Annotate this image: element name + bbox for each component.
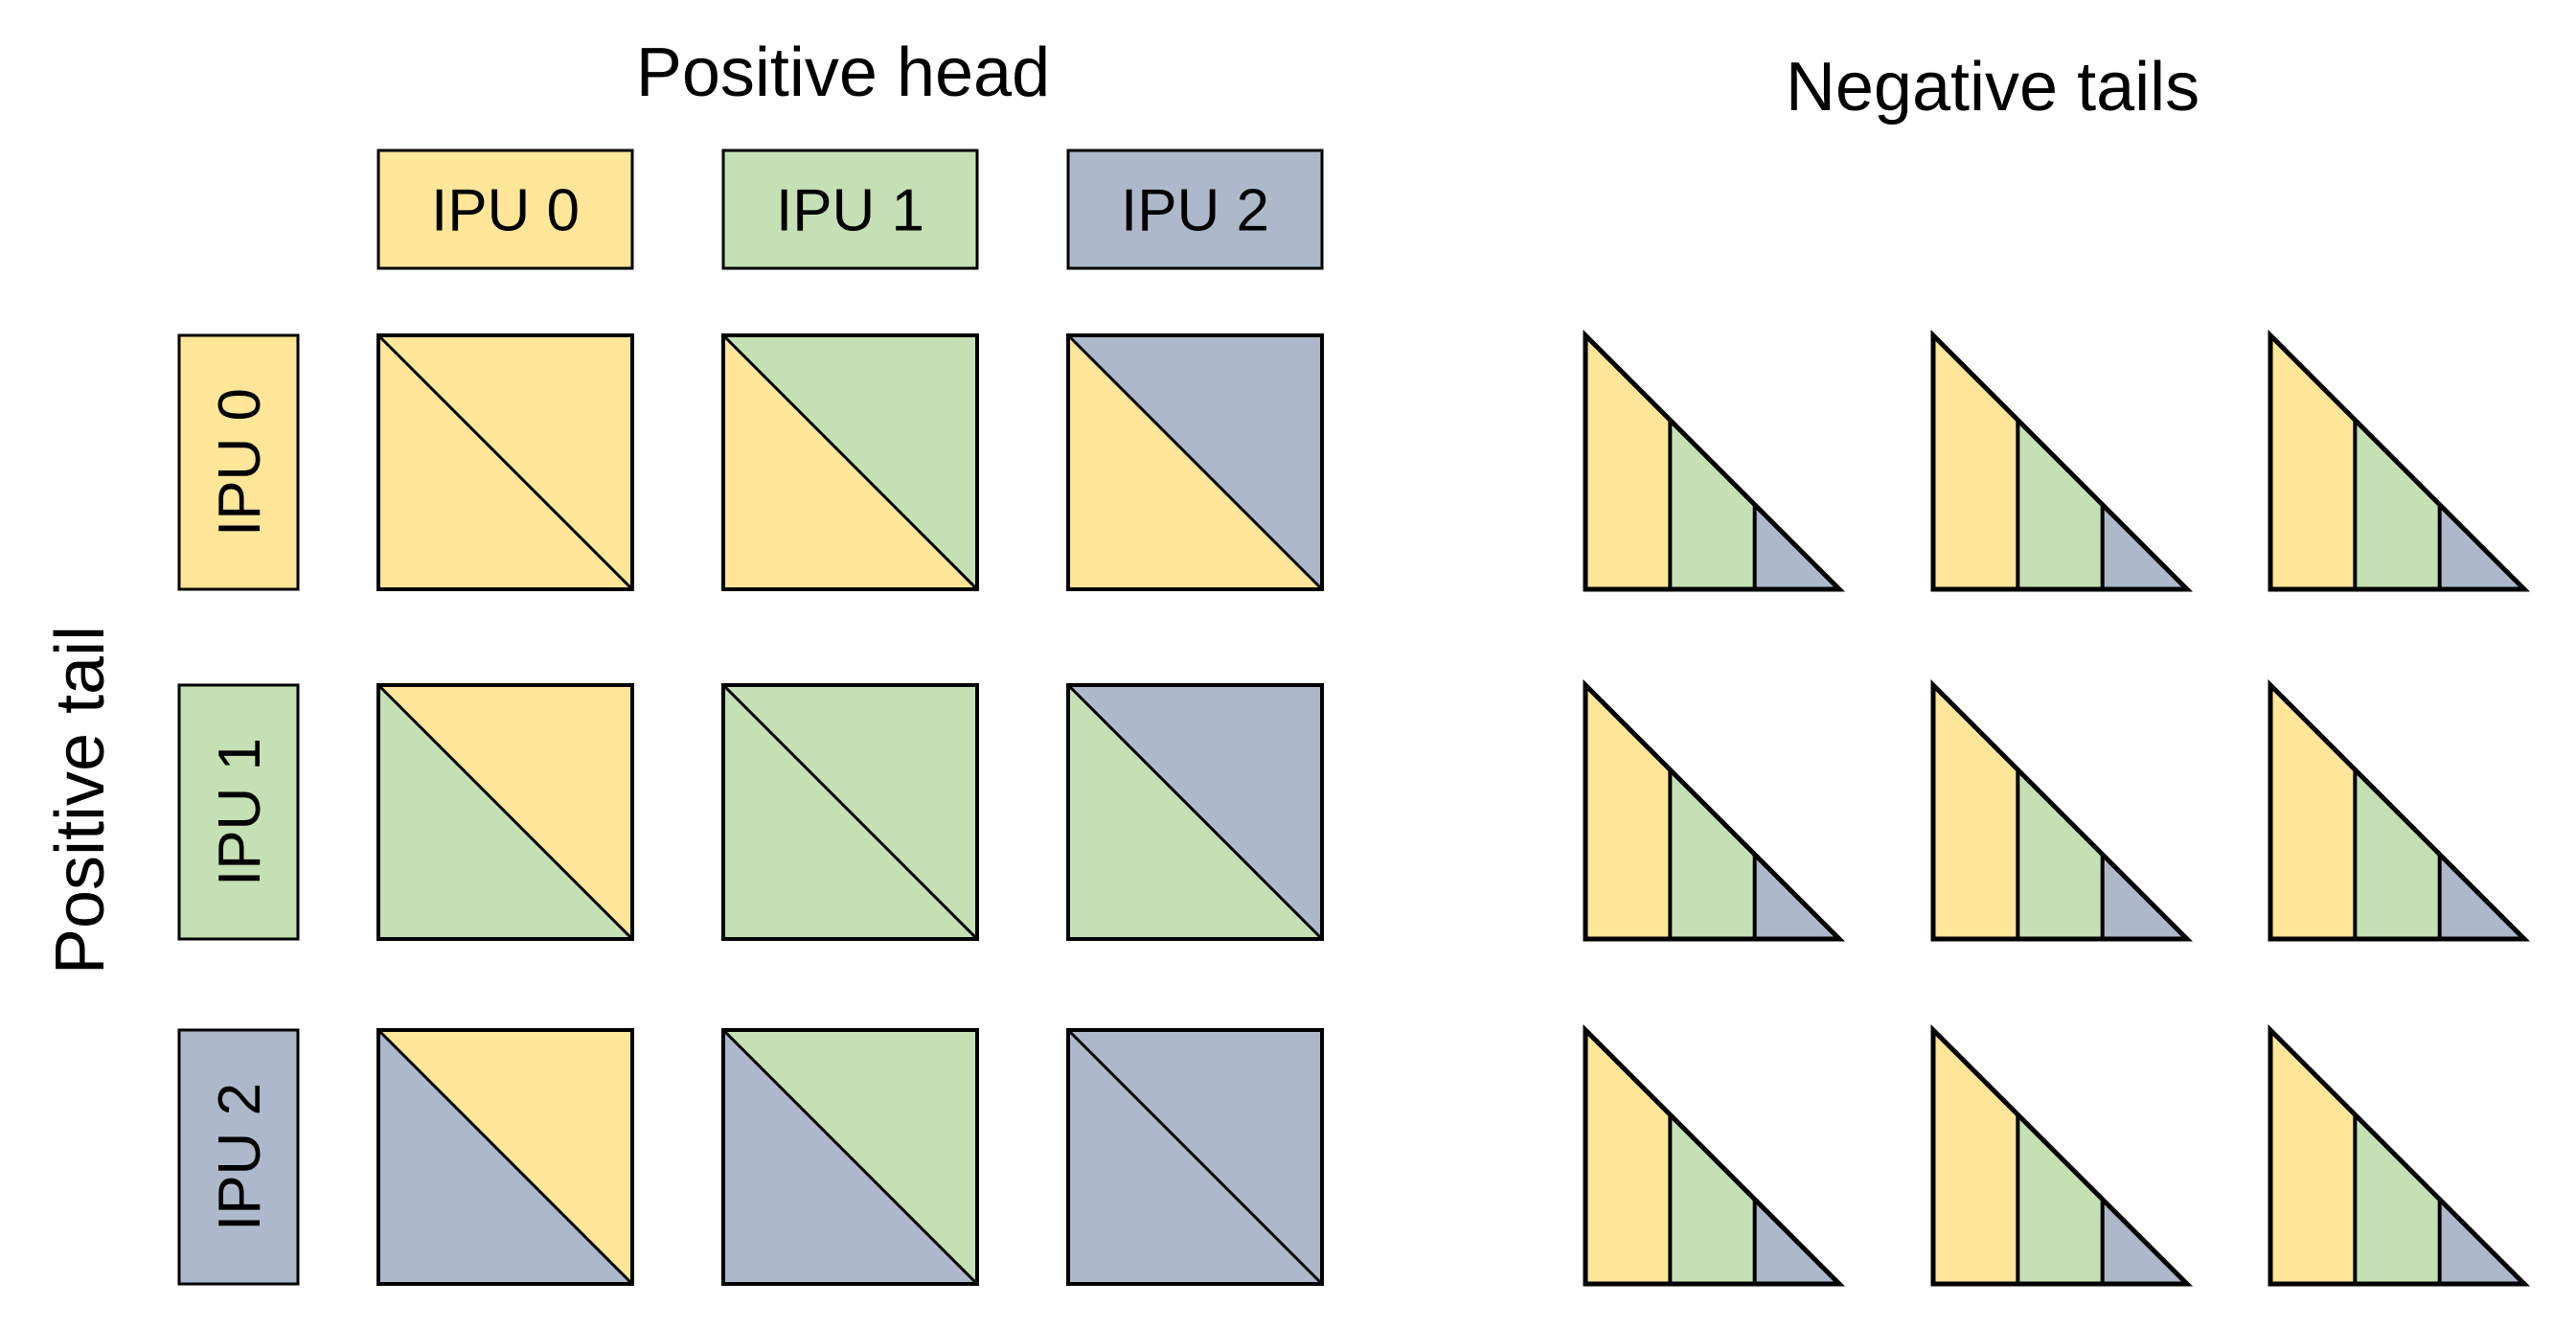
neg-triangle-strip-ipu-1: [2017, 420, 2103, 589]
tail-header-ipu-2: IPU 2: [177, 1028, 300, 1286]
pos-cell-diagonal-2-0: [376, 1028, 634, 1286]
neg-triangle-strip-ipu-1: [1670, 420, 1755, 589]
pos-cell-diagonal-1-2: [1066, 683, 1324, 941]
neg-triangle-outline: [1583, 1023, 1846, 1287]
tail-header-box-1: [177, 683, 300, 941]
pos-cell-diagonal-1-0: [376, 683, 634, 941]
head-header-box-2: [1066, 149, 1324, 270]
neg-triangle-outline: [2268, 1023, 2531, 1287]
tail-header-ipu-0: IPU 0: [177, 333, 300, 591]
tail-header-box-2: [177, 1028, 300, 1286]
positive-tail-ipu-headers: IPU 0 IPU 1 IPU 2: [177, 333, 300, 1286]
pos-cell-2-1: [721, 1028, 979, 1286]
neg-triangle-strip-ipu-1: [2355, 1114, 2440, 1284]
neg-triangle-strip-ipu-0: [2270, 1030, 2356, 1284]
pos-cell-2-2: [1066, 1028, 1324, 1286]
pos-cell-diagonal-2-1: [721, 1028, 979, 1286]
neg-triangle-strip-ipu-1: [1670, 769, 1755, 939]
pos-cell-0-0: [376, 333, 634, 591]
pos-cell-diagonal-2-2: [1066, 1028, 1324, 1286]
pos-cell-border-1-2: [1066, 683, 1324, 941]
tail-header-ipu-1: IPU 1: [177, 683, 300, 941]
neg-triangle-2-0: [1583, 1023, 1846, 1287]
neg-triangle-outline: [1583, 678, 1846, 942]
neg-triangle-1-1: [1930, 678, 2194, 942]
head-header-label-2: IPU 2: [1121, 178, 1269, 244]
head-header-ipu-0: IPU 0: [376, 149, 634, 270]
pos-cell-1-1: [721, 683, 979, 941]
pos-cell-border-2-0: [376, 1028, 634, 1286]
head-header-ipu-1: IPU 1: [721, 149, 979, 270]
pos-cell-0-2: [1066, 333, 1324, 591]
neg-triangle-outline: [2268, 329, 2531, 592]
head-header-label-1: IPU 1: [776, 178, 924, 244]
pos-cell-border-2-2: [1066, 1028, 1324, 1286]
neg-triangle-outline: [1930, 1023, 2194, 1287]
neg-triangle-0-1: [1930, 329, 2194, 592]
neg-triangle-strip-ipu-0: [2270, 685, 2356, 939]
neg-triangle-strip-ipu-1: [2355, 769, 2440, 939]
neg-triangle-outline: [2268, 678, 2531, 942]
tail-header-label-2: IPU 2: [207, 1083, 273, 1231]
pos-cell-0-1: [721, 333, 979, 591]
tail-header-label-1: IPU 1: [207, 738, 273, 886]
positive-head-ipu-headers: IPU 0 IPU 1 IPU 2: [376, 149, 1324, 270]
pos-cell-border-0-2: [1066, 333, 1324, 591]
neg-triangle-2-2: [2268, 1023, 2531, 1287]
head-header-box-1: [721, 149, 979, 270]
pos-cell-border-0-0: [376, 333, 634, 591]
neg-triangle-strip-ipu-1: [2355, 420, 2440, 589]
neg-triangle-0-2: [2268, 329, 2531, 592]
pos-cell-1-2: [1066, 683, 1324, 941]
neg-triangle-strip-ipu-1: [1670, 1114, 1755, 1284]
neg-triangle-outline: [1930, 329, 2194, 592]
pos-cell-diagonal-0-0: [376, 333, 634, 591]
positive-head-title: Positive head: [636, 34, 1050, 111]
pos-cell-1-0: [376, 683, 634, 941]
head-header-box-0: [376, 149, 634, 270]
tail-header-box-0: [177, 333, 300, 591]
pos-cell-diagonal-0-1: [721, 333, 979, 591]
head-header-ipu-2: IPU 2: [1066, 149, 1324, 270]
neg-triangle-strip-ipu-1: [2017, 769, 2103, 939]
negative-tails-grid: [1583, 329, 2531, 1287]
pos-cell-border-0-1: [721, 333, 979, 591]
neg-triangle-strip-ipu-0: [1585, 1030, 1671, 1284]
pos-cell-border-1-1: [721, 683, 979, 941]
negative-tails-title: Negative tails: [1786, 49, 2200, 126]
pos-cell-diagonal-0-2: [1066, 333, 1324, 591]
pos-cell-border-2-1: [721, 1028, 979, 1286]
neg-triangle-outline: [1583, 329, 1846, 592]
neg-triangle-strip-ipu-0: [1933, 685, 2018, 939]
neg-triangle-0-0: [1583, 329, 1846, 592]
tail-header-label-0: IPU 0: [207, 388, 273, 537]
neg-triangle-strip-ipu-0: [1933, 335, 2018, 589]
neg-triangle-strip-ipu-0: [1585, 335, 1671, 589]
pos-cell-diagonal-1-1: [721, 683, 979, 941]
pos-cell-border-1-0: [376, 683, 634, 941]
neg-triangle-1-0: [1583, 678, 1846, 942]
neg-triangle-strip-ipu-1: [2017, 1114, 2103, 1284]
head-header-label-0: IPU 0: [431, 178, 580, 244]
neg-triangle-1-2: [2268, 678, 2531, 942]
neg-triangle-outline: [1930, 678, 2194, 942]
neg-triangle-strip-ipu-0: [2270, 335, 2356, 589]
positive-score-grid: [376, 333, 1324, 1286]
neg-triangle-strip-ipu-0: [1933, 1030, 2018, 1284]
positive-tail-title: Positive tail: [42, 626, 119, 974]
neg-triangle-strip-ipu-0: [1585, 685, 1671, 939]
neg-triangle-2-1: [1930, 1023, 2194, 1287]
pos-cell-2-0: [376, 1028, 634, 1286]
